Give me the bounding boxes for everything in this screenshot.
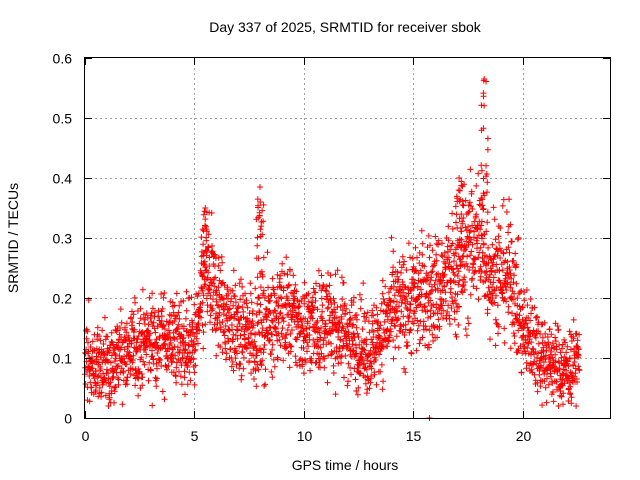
y-tick-label: 0.3 xyxy=(53,231,73,247)
x-tick-label: 20 xyxy=(516,428,532,444)
x-tick-label: 5 xyxy=(191,428,199,444)
scatter-markers xyxy=(81,76,583,421)
y-axis-label: SRMTID / TECUs xyxy=(5,183,21,293)
x-tick-label: 0 xyxy=(82,428,90,444)
axis-ticks: 0 0.1 0.2 0.3 0.4 0.5 0.6 0 5 10 15 20 xyxy=(53,51,610,444)
x-axis-label: GPS time / hours xyxy=(292,457,399,473)
y-tick-label: 0.5 xyxy=(53,111,73,127)
x-tick-label: 10 xyxy=(297,428,313,444)
y-tick-label: 0 xyxy=(64,411,72,427)
y-tick-label: 0.4 xyxy=(53,171,73,187)
y-tick-label: 0.1 xyxy=(53,351,73,367)
y-tick-label: 0.6 xyxy=(53,51,73,67)
plot-frame xyxy=(84,57,611,419)
y-tick-label: 0.2 xyxy=(53,291,73,307)
data-points xyxy=(81,76,583,421)
x-tick-label: 15 xyxy=(406,428,422,444)
chart-title: Day 337 of 2025, SRMTID for receiver sbo… xyxy=(209,19,482,35)
